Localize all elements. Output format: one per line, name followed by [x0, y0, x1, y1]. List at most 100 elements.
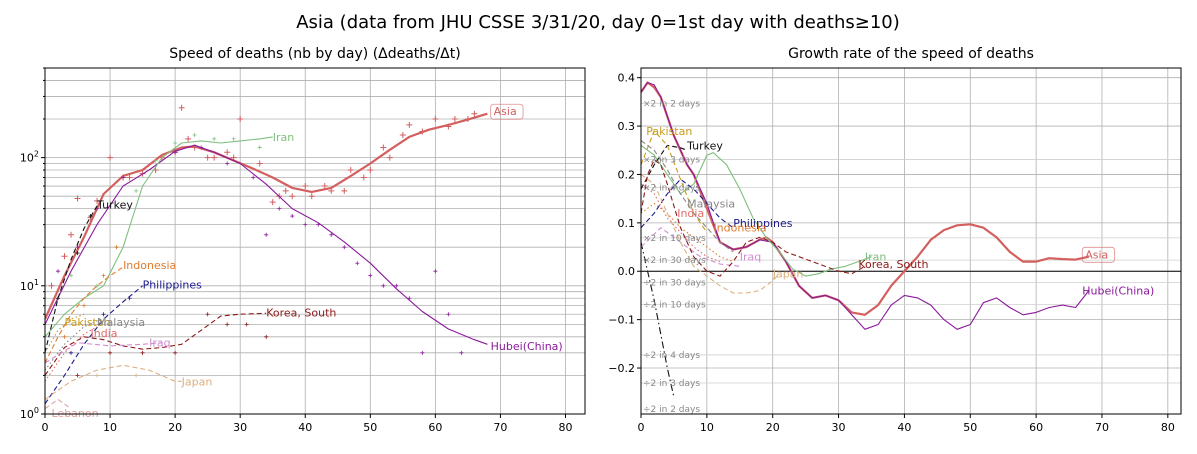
y-tick-label: −0.2: [608, 362, 635, 375]
series-marker: [101, 273, 106, 278]
series-label: Pakistan: [646, 125, 692, 138]
figure-title: Asia (data from JHU CSSE 3/31/20, day 0=…: [296, 12, 900, 33]
y-tick-label: 100: [20, 406, 39, 421]
series-marker: [178, 104, 185, 111]
series-label-box: [1081, 246, 1116, 263]
reference-label: ÷2 in 3 days: [643, 379, 700, 389]
series-marker: [127, 296, 132, 301]
x-tick-label: 50: [963, 421, 977, 434]
series-line: [641, 174, 780, 294]
x-tick-label: 40: [298, 421, 312, 434]
x-tick-label: 70: [1095, 421, 1109, 434]
series-marker: [257, 145, 262, 150]
series-label: Korea, South: [858, 258, 928, 271]
series-marker: [231, 136, 236, 141]
series-marker: [88, 214, 93, 219]
series-marker: [211, 154, 218, 161]
x-tick-label: 30: [832, 421, 846, 434]
series-label: Malaysia: [97, 316, 145, 329]
series-label: Iran: [865, 251, 887, 264]
reference-label: ×2 in 3 days: [643, 155, 700, 165]
x-tick-label: 30: [233, 421, 247, 434]
series-line: [641, 144, 688, 190]
series-marker: [406, 121, 413, 128]
x-tick-label: 40: [897, 421, 911, 434]
x-tick-label: 80: [558, 421, 572, 434]
series-marker: [264, 334, 269, 339]
series-marker: [433, 269, 438, 274]
series-marker: [237, 116, 244, 123]
series-marker: [153, 158, 158, 163]
series-line: [45, 364, 182, 400]
series-label: Indonesia: [123, 259, 176, 272]
series-marker: [399, 132, 406, 139]
plot-area: [45, 104, 488, 410]
series-marker: [360, 174, 367, 181]
series-label: India: [677, 207, 704, 220]
series-marker: [328, 187, 335, 194]
series-marker: [289, 193, 296, 200]
series-label: Korea, South: [266, 306, 336, 319]
y-tick-label: 0.3: [618, 120, 636, 133]
series-marker: [420, 350, 425, 355]
series-marker: [69, 350, 74, 355]
series-line: [45, 144, 488, 345]
reference-label: ×2 in 4 days: [643, 184, 700, 194]
series-marker: [419, 128, 426, 135]
series-marker: [432, 116, 439, 123]
y-tick-label: 102: [20, 150, 39, 165]
y-tick-exponent: 2: [34, 150, 39, 159]
series-marker: [264, 232, 269, 237]
y-tick-label: −0.1: [608, 314, 635, 327]
x-tick-label: 70: [493, 421, 507, 434]
x-tick-label: 60: [428, 421, 442, 434]
x-tick-label: 20: [766, 421, 780, 434]
x-tick-label: 0: [42, 421, 49, 434]
series-marker: [277, 206, 282, 211]
series-marker: [212, 136, 217, 141]
series-marker: [225, 161, 230, 166]
series-marker: [126, 174, 133, 181]
reference-label: ×2 in 10 days: [643, 234, 706, 244]
series-marker: [445, 123, 452, 130]
series-marker: [368, 273, 373, 278]
series-label: Malaysia: [687, 197, 735, 210]
x-tick-label: 20: [168, 421, 182, 434]
x-tick-label: 80: [1161, 421, 1175, 434]
series-marker: [114, 245, 119, 250]
series-marker: [75, 245, 80, 250]
series-marker: [251, 175, 256, 180]
y-tick-label: 0.4: [618, 72, 636, 85]
series-line: [45, 112, 488, 320]
series-marker: [173, 140, 178, 145]
reference-label: ×2 in 2 days: [643, 99, 700, 109]
chart-title: Speed of deaths (nb by day) (Δdeaths/Δt): [169, 46, 460, 62]
series-marker: [56, 296, 61, 301]
series-marker: [342, 245, 347, 250]
chart-title: Growth rate of the speed of deaths: [788, 46, 1034, 62]
y-tick-exponent: 1: [34, 278, 39, 287]
series-line: [641, 140, 734, 253]
series-marker: [269, 199, 276, 206]
series-marker: [75, 373, 80, 378]
series-line: [45, 313, 85, 354]
series-marker: [199, 145, 204, 150]
reference-label: ÷2 in 4 days: [643, 351, 700, 361]
series-label: Asia: [494, 105, 517, 118]
series-marker: [95, 373, 100, 378]
series-marker: [302, 183, 309, 190]
series-label: Iraq: [740, 251, 762, 264]
series-line: [641, 242, 675, 398]
reference-label: ÷2 in 30 days: [643, 278, 706, 288]
series-label: Hubei(China): [491, 340, 563, 353]
series-marker: [355, 261, 360, 266]
series-label: Philippines: [733, 217, 793, 230]
series-marker: [244, 322, 249, 327]
y-tick-label: 0.2: [618, 168, 636, 181]
series-marker: [95, 283, 100, 288]
series-label: Philippines: [143, 279, 203, 292]
series-marker: [386, 154, 393, 161]
plot-frame: [640, 67, 1182, 415]
series-marker: [173, 150, 178, 155]
